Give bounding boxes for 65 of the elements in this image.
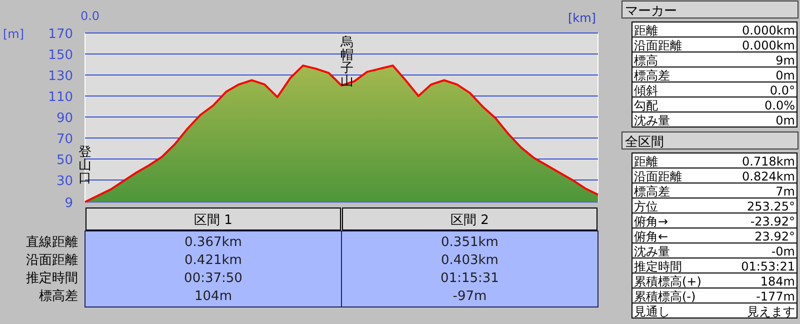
y-tick-label: 30: [56, 174, 73, 189]
x-axis-title: [km]: [568, 11, 596, 25]
text: 9m: [776, 54, 795, 68]
category-label: 距離: [634, 154, 658, 168]
category-label: 沈み量: [634, 114, 670, 128]
text: 0.367km: [184, 235, 242, 250]
text: 0.718km: [742, 154, 795, 168]
y-tick-label: 150: [48, 48, 73, 63]
text: 0.403km: [441, 253, 498, 268]
text: -97m: [452, 289, 487, 304]
text: 0.351km: [441, 235, 498, 250]
text: 0.0%: [764, 98, 795, 112]
text: 253.25°: [747, 200, 795, 214]
category-label: 推定時間: [634, 260, 682, 274]
text: 23.92°: [754, 230, 795, 244]
text: 184m: [760, 274, 795, 288]
category-label: 傾斜: [634, 84, 658, 98]
text: 104m: [194, 289, 232, 304]
category-label: 標高: [634, 54, 658, 68]
category-label: 推定時間: [26, 271, 78, 286]
category-label: 標高差: [39, 289, 78, 304]
category-label: 標高差: [634, 184, 670, 198]
y-tick-label: 90: [56, 110, 73, 126]
y-tick-label: 50: [56, 152, 73, 168]
text: 0.421km: [184, 253, 242, 268]
category-label: 累積標高(-): [634, 290, 696, 304]
text: 全区間: [625, 135, 664, 150]
category-label: 累積標高(+): [634, 274, 702, 288]
y-tick-label: 9: [64, 196, 73, 211]
text: 0.824km: [742, 170, 795, 184]
text: 01:15:31: [440, 271, 499, 286]
text: 見えます: [747, 304, 795, 318]
category-label: 区間 2: [450, 213, 489, 228]
y-axis-title: [m]: [3, 27, 24, 41]
text: 0.000km: [742, 24, 795, 38]
text: マーカー: [625, 4, 677, 19]
y-tick-label: 70: [56, 132, 73, 147]
category-label: 俯角←: [634, 230, 668, 244]
text: 0m: [776, 68, 795, 82]
category-label: 沿面距離: [26, 253, 78, 268]
y-tick-label: 130: [48, 68, 73, 84]
annotation: 登山口: [78, 145, 92, 186]
category-label: 勾配: [634, 98, 658, 112]
text: 01:53:21: [741, 260, 795, 274]
text: 0.0°: [770, 84, 795, 98]
category-label: 見通し: [634, 304, 670, 318]
y-tick-label: 110: [48, 90, 73, 105]
text: -23.92°: [750, 214, 795, 228]
text: -177m: [756, 290, 795, 304]
text: 0m: [776, 114, 795, 128]
y-tick-label: 170: [48, 27, 73, 42]
text: -0m: [771, 244, 795, 258]
category-label: 方位: [634, 200, 658, 214]
text: 00:37:50: [184, 271, 242, 286]
text: 0.000km: [742, 38, 795, 52]
category-label: 標高差: [634, 68, 670, 82]
category-label: 沿面距離: [634, 170, 682, 184]
category-label: 沿面距離: [634, 38, 682, 52]
text: 0.0: [80, 9, 100, 23]
category-label: 直線距離: [26, 235, 78, 250]
text: 7m: [776, 184, 795, 198]
category-label: 沈み量: [634, 244, 670, 258]
category-label: 俯角→: [634, 214, 668, 228]
category-label: 区間 1: [194, 213, 232, 228]
category-label: 距離: [634, 24, 658, 38]
